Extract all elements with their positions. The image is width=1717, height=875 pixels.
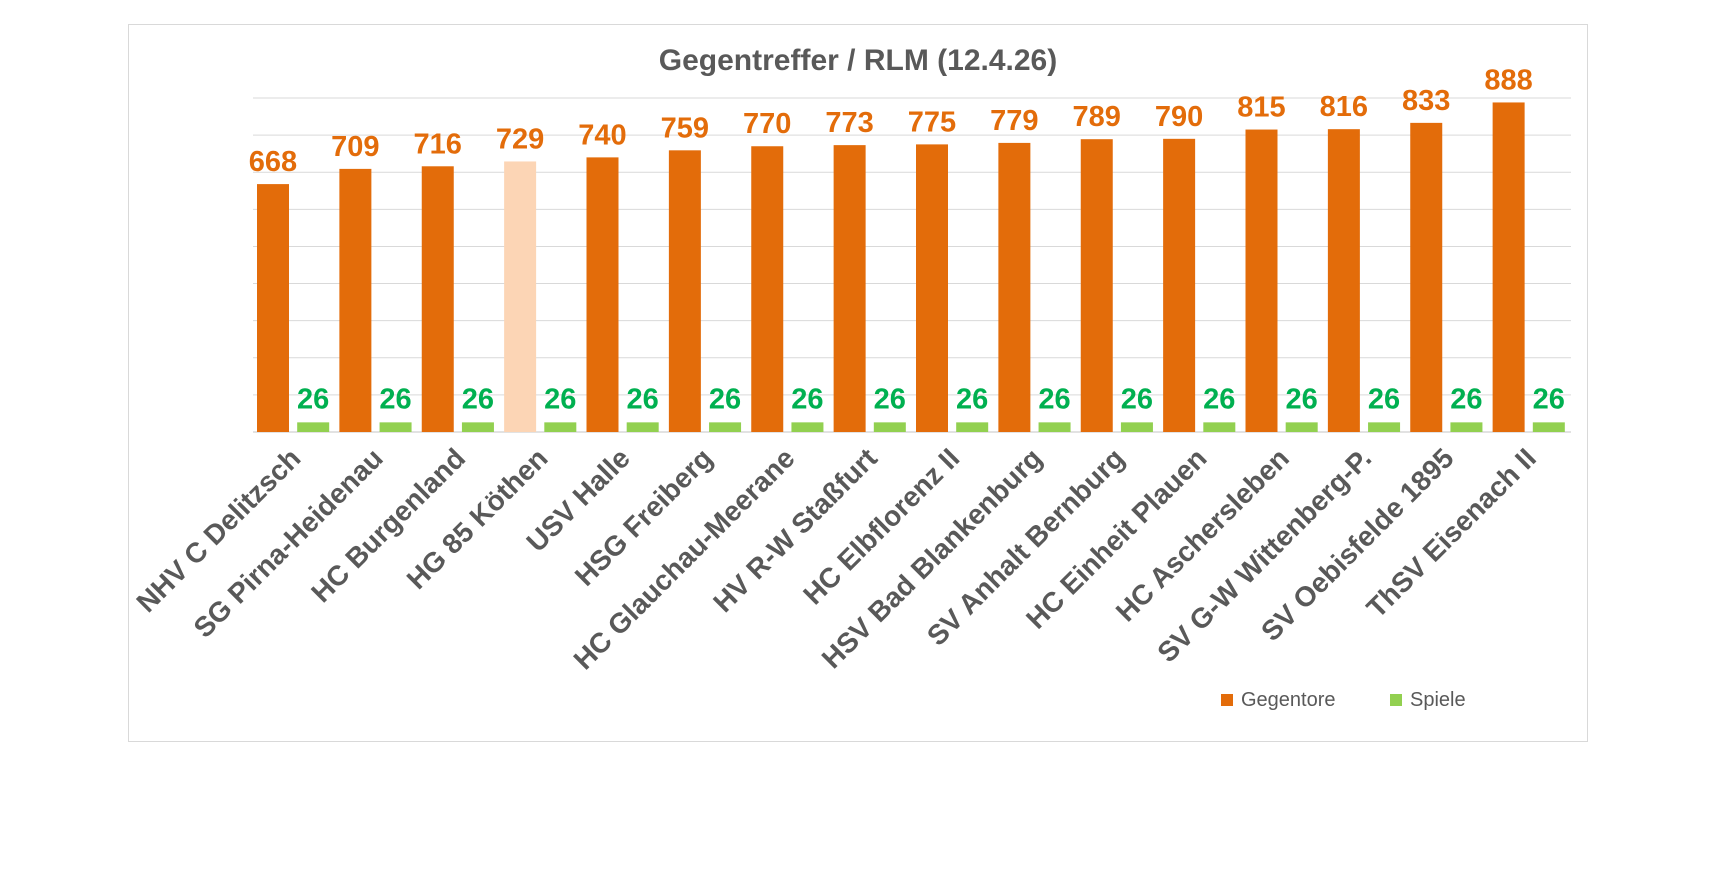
bar-spiele	[709, 422, 742, 432]
data-label-spiele: 26	[956, 383, 988, 415]
bar-spiele	[461, 422, 494, 432]
x-tick-label: HC Elbflorenz II	[797, 442, 965, 610]
data-label-gegentore: 773	[825, 107, 873, 139]
bar-spiele	[1532, 422, 1565, 432]
bar-spiele	[379, 422, 412, 432]
data-label-spiele: 26	[1286, 383, 1318, 415]
bar-gegentore	[421, 166, 454, 433]
bar-gegentore	[1080, 139, 1113, 432]
bar-spiele	[791, 422, 824, 432]
data-label-spiele: 26	[874, 383, 906, 415]
data-label-gegentore: 740	[578, 119, 626, 151]
data-label-spiele: 26	[627, 383, 659, 415]
bar-gegentore	[1163, 138, 1196, 433]
data-label-spiele: 26	[1203, 383, 1235, 415]
bar-gegentore	[586, 157, 619, 432]
chart-frame: Gegentreffer / RLM (12.4.26) 668 26 709 26 7…	[128, 24, 1588, 742]
data-label-spiele: 26	[1121, 383, 1153, 415]
bar-spiele	[297, 422, 330, 432]
data-label-gegentore: 779	[990, 105, 1038, 137]
legend-swatch-spiele	[1390, 694, 1402, 706]
data-label-gegentore: 770	[743, 108, 791, 140]
data-label-spiele: 26	[462, 383, 494, 415]
data-label-spiele: 26	[1368, 383, 1400, 415]
bar-spiele	[626, 422, 659, 432]
data-label-gegentore: 668	[249, 146, 297, 178]
bar-spiele	[544, 422, 577, 432]
data-label-gegentore: 815	[1237, 92, 1285, 124]
chart-title: Gegentreffer / RLM (12.4.26)	[659, 44, 1057, 77]
bars	[257, 102, 1565, 433]
data-label-gegentore: 790	[1155, 101, 1203, 133]
data-label-gegentore: 833	[1402, 85, 1450, 117]
bar-spiele	[1450, 422, 1483, 432]
data-labels: 668 26 709 26 716 26 729 26 740 26 759 26 770 26 773 26…	[249, 64, 1565, 415]
legend-swatch-gegentore	[1221, 694, 1233, 706]
bar-gegentore	[339, 168, 372, 433]
bar-gegentore	[668, 150, 701, 432]
data-label-spiele: 26	[791, 383, 823, 415]
data-label-gegentore: 709	[331, 131, 379, 163]
bar-spiele	[873, 422, 906, 432]
data-label-gegentore: 775	[908, 106, 956, 138]
data-label-gegentore: 816	[1320, 91, 1368, 123]
legend: Gegentore Spiele	[1221, 689, 1466, 711]
bar-gegentore	[833, 145, 866, 432]
data-label-gegentore: 759	[661, 112, 709, 144]
x-tick-label: HG 85 Köthen	[401, 442, 554, 595]
data-label-gegentore: 888	[1484, 64, 1532, 96]
bar-gegentore	[1245, 129, 1278, 432]
data-label-gegentore: 716	[414, 128, 462, 160]
data-label-spiele: 26	[1533, 383, 1565, 415]
bar-spiele	[1120, 422, 1153, 432]
bar-spiele	[1285, 422, 1318, 432]
bar-spiele	[956, 422, 989, 432]
bar-gegentore	[998, 142, 1031, 432]
bar-spiele	[1368, 422, 1401, 432]
bar-gegentore	[504, 161, 537, 432]
bar-gegentore	[1492, 102, 1525, 432]
bar-gegentore	[916, 144, 948, 432]
bar-spiele	[1038, 422, 1071, 432]
bar-gegentore	[751, 146, 784, 432]
bar-gegentore	[1410, 122, 1443, 432]
legend-label-spiele: Spiele	[1410, 689, 1466, 711]
bar-chart: Gegentreffer / RLM (12.4.26) 668 26 709 26 7…	[130, 44, 1571, 711]
data-label-spiele: 26	[544, 383, 576, 415]
data-label-spiele: 26	[1038, 383, 1070, 415]
bar-gegentore	[1327, 129, 1360, 432]
data-label-gegentore: 789	[1073, 101, 1121, 133]
bar-gegentore	[257, 184, 289, 432]
data-label-spiele: 26	[297, 383, 329, 415]
legend-label-gegentore: Gegentore	[1241, 689, 1336, 711]
x-tick-label: HC Burgenland	[305, 442, 471, 608]
data-label-spiele: 26	[1450, 383, 1482, 415]
bar-spiele	[1203, 422, 1236, 432]
data-label-spiele: 26	[709, 383, 741, 415]
data-label-gegentore: 729	[496, 123, 544, 155]
data-label-spiele: 26	[379, 383, 411, 415]
